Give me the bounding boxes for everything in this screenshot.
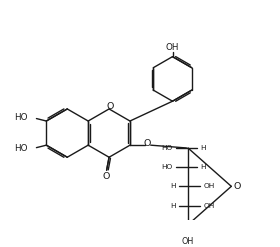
Text: O: O (233, 182, 241, 191)
Text: H: H (170, 183, 175, 189)
Text: H: H (170, 203, 175, 208)
Text: HO: HO (161, 145, 172, 151)
Text: O: O (102, 172, 110, 181)
Text: OH: OH (204, 183, 215, 189)
Text: O: O (106, 102, 114, 111)
Text: HO: HO (14, 113, 27, 123)
Text: H: H (201, 145, 206, 151)
Text: HO: HO (161, 164, 172, 170)
Text: OH: OH (166, 43, 179, 52)
Text: OH: OH (182, 237, 194, 246)
Text: O: O (143, 140, 151, 148)
Text: OH: OH (204, 203, 215, 208)
Text: H: H (201, 164, 206, 170)
Text: HO: HO (14, 144, 27, 153)
